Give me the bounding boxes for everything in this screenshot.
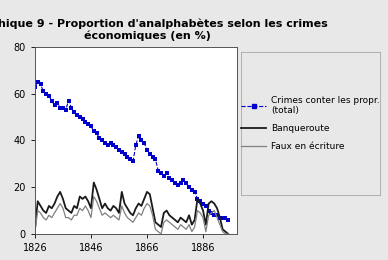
Legend: Crimes conter les propr.
(total), Banqueroute, Faux en écriture: Crimes conter les propr. (total), Banque… [237,91,384,156]
Text: Graphique 9 - Proportion d'analphabètes selon les crimes
économiques (en %): Graphique 9 - Proportion d'analphabètes … [0,18,327,41]
